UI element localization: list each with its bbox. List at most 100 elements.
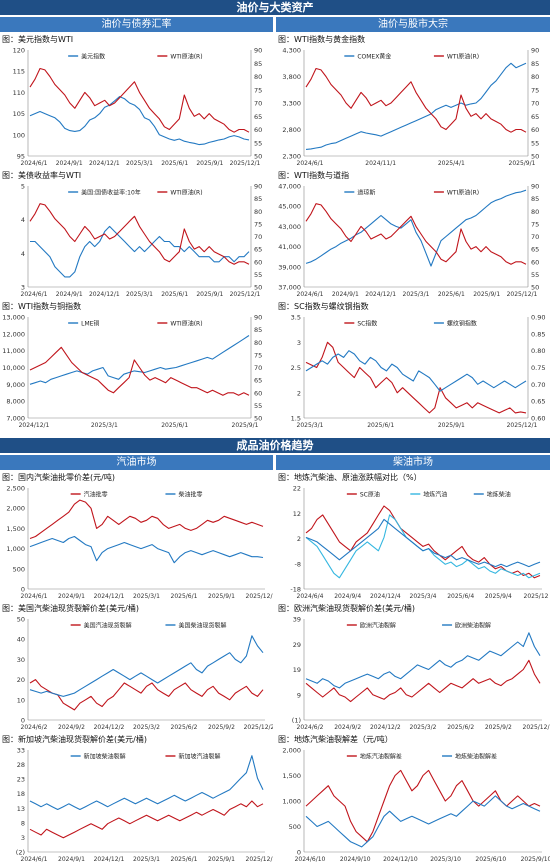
y2-tick-label: 75: [531, 220, 539, 228]
legend-label: WTI原油(R): [447, 189, 479, 197]
y2-tick-label: 50: [254, 153, 262, 161]
series-line-1: [29, 67, 250, 133]
y-tick-label: 2,300: [282, 153, 301, 161]
y-tick-label: 4,300: [282, 47, 301, 55]
y2-tick-label: 80: [254, 73, 262, 81]
series-line-0: [29, 679, 264, 711]
subheader-gasoline: 汽油市场: [0, 455, 273, 470]
series-line-0: [30, 225, 250, 278]
legend-label: 地炼柴油裂解差: [455, 753, 497, 761]
x-tick-label: 2025/3/2: [410, 724, 437, 731]
series-line-0: [29, 499, 264, 540]
chart-title: 图：美元指数与WTI: [2, 35, 74, 44]
legend-label: 美国:国债收益率:10年: [81, 189, 141, 197]
x-tick-label: 2025/3/1: [126, 291, 153, 298]
y-tick-label: 8: [21, 819, 25, 827]
x-tick-label: 2025/12: [524, 593, 549, 600]
y-tick-label: 1,500: [6, 525, 25, 533]
y2-tick-label: 75: [254, 220, 262, 228]
x-tick-label: 2024/9/1: [56, 291, 83, 298]
y-tick-label: 2,000: [282, 747, 301, 755]
chart-title: 图：WTI指数与黄金指数: [278, 35, 366, 44]
subheader-bonds-fx: 油价与债券汇率: [0, 17, 273, 32]
x-tick-label: 2024/6/1: [21, 160, 48, 167]
legend-label: LME铜: [81, 320, 99, 328]
series-line-0: [305, 505, 541, 579]
x-tick-label: 2024/9/1: [58, 593, 85, 600]
series-line-1: [305, 795, 541, 848]
legend-label: SC指数: [357, 320, 377, 328]
y-tick-label: 0: [21, 586, 25, 594]
chart-svg: 13,000 12,000 11,000 10,000 9,000 8,000 7,000 9…: [2, 314, 262, 430]
legend-label: 美元指数: [81, 53, 105, 61]
y-tick-label: 29: [293, 641, 301, 649]
chart-svg: 47,000 45,000 43,000 41,000 39,000 37,000 90 85…: [278, 183, 539, 299]
y2-tick-label: 0.70: [531, 381, 545, 389]
chart-svg: 39 29 19 9 (1)2024/6/2 2024/9/2 2024/12/2 2025/…: [292, 616, 550, 732]
y-tick-label: 11,000: [2, 347, 25, 355]
y-tick-label: 10: [17, 696, 25, 704]
y-tick-label: 3: [21, 284, 25, 292]
x-tick-label: 2025/9/1: [232, 422, 259, 429]
x-tick-label: 2024/12/1: [89, 160, 120, 167]
legend-label: 欧洲汽油裂解: [360, 622, 396, 630]
y-tick-label: 33: [17, 747, 25, 755]
y-tick-label: 1,000: [282, 798, 301, 806]
y-tick-label: 100: [13, 131, 25, 139]
y-tick-label: 28: [17, 761, 25, 769]
chart-title: 图：地炼汽柴油裂解差（元/吨）: [278, 735, 393, 744]
y-tick-label: 110: [13, 89, 25, 97]
y2-tick-label: 0.80: [531, 347, 545, 355]
x-tick-label: 2025/3/4: [410, 593, 437, 600]
y-tick-label: 13: [17, 805, 25, 813]
legend-label: WTI原油(R): [170, 53, 202, 61]
y2-tick-label: 60: [254, 258, 262, 266]
x-tick-label: 2025/6/1: [161, 422, 188, 429]
x-tick-label: 2024/12/4: [370, 593, 401, 600]
series-line-1: [29, 800, 264, 839]
y-tick-label: 3: [297, 339, 301, 347]
y-tick-label: 9,000: [6, 381, 25, 389]
x-tick-label: 2025/9/1: [208, 593, 235, 600]
x-tick-label: 2025/6/10: [475, 856, 506, 863]
y-tick-label: 5: [21, 183, 25, 191]
y-tick-label: 8,000: [6, 398, 25, 406]
y2-tick-label: 90: [531, 47, 539, 55]
x-tick-label: 2025/12/1: [230, 160, 261, 167]
y-tick-label: 41,000: [278, 243, 301, 251]
series-line-1: [29, 346, 250, 396]
y-tick-label: 0: [297, 849, 301, 857]
chart-panel-0: 图：美元指数与WTI 120 115 110 105 100 95 90 85 80 75 70 65 6…: [0, 34, 273, 170]
y2-tick-label: 65: [254, 246, 262, 254]
y2-tick-label: 50: [531, 284, 539, 292]
x-tick-label: 2025/9/4: [485, 593, 512, 600]
y-tick-label: 2,500: [6, 485, 25, 493]
x-tick-label: 2025/12/1: [507, 422, 538, 429]
x-tick-label: 2025/6/1: [438, 291, 465, 298]
x-tick-label: 2024/6/1: [21, 856, 48, 863]
y-tick-label: 10,000: [2, 364, 25, 372]
y2-tick-label: 55: [531, 271, 539, 279]
y2-tick-label: 75: [531, 86, 539, 94]
y-tick-label: -18: [290, 586, 301, 594]
y2-tick-label: 65: [254, 377, 262, 385]
x-tick-label: 2025/12/2: [244, 724, 273, 731]
series-line-1: [305, 350, 527, 392]
y-tick-label: 3: [21, 834, 25, 842]
y2-tick-label: 80: [531, 208, 539, 216]
x-tick-label: 2024/12/1: [89, 291, 120, 298]
y2-tick-label: 85: [254, 326, 262, 334]
chart-title: 图：地炼汽柴油、原油涨跌幅对比（%）: [278, 473, 422, 482]
x-tick-label: 2025/9/2: [485, 724, 512, 731]
y-tick-label: 20: [17, 676, 25, 684]
y-tick-label: 500: [13, 565, 25, 573]
x-tick-label: 2024/12/1: [19, 422, 50, 429]
x-tick-label: 2025/9/1: [196, 291, 223, 298]
y2-tick-label: 50: [531, 153, 539, 161]
series-line-1: [29, 635, 264, 697]
y-tick-label: 23: [17, 776, 25, 784]
y-tick-label: 37,000: [278, 284, 301, 292]
chart-title: 图：WTI指数与铜指数: [2, 302, 82, 311]
y-tick-label: 4: [21, 216, 25, 224]
y-tick-label: 4: [21, 250, 25, 258]
